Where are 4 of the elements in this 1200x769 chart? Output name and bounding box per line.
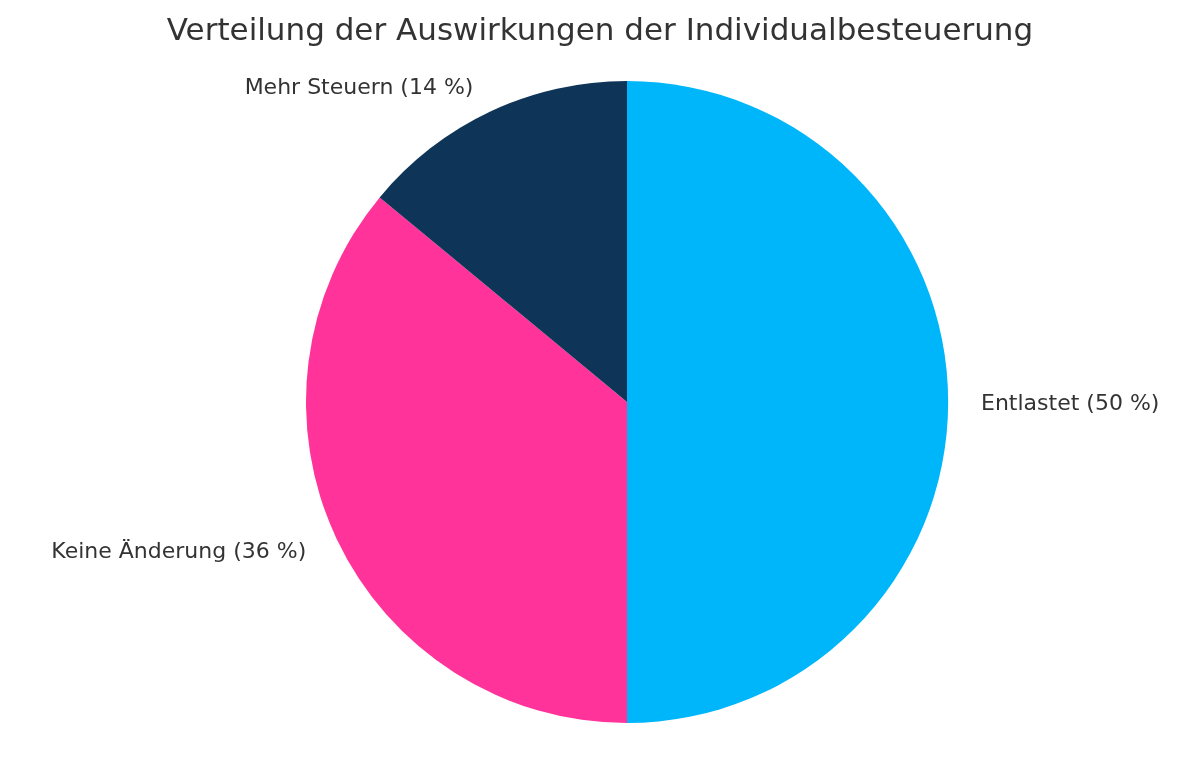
slice-label: Mehr Steuern (14 %) [244,73,474,99]
slice-label: Entlastet (50 %) [981,389,1160,415]
slice-label: Keine Änderung (36 %) [51,538,307,564]
chart-title: Verteilung der Auswirkungen der Individualbesteuerung [166,10,1034,47]
